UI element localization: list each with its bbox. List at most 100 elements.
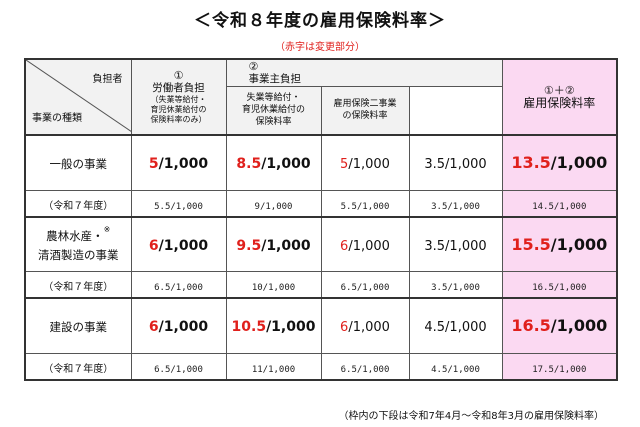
category-cell: 農林水産・※ 清酒製造の事業 [24,215,132,272]
employer-rate-changed: 8.5 [236,156,262,173]
emp-sub1-rate: 5/1,000 [320,133,410,191]
prev-value: 9/1,000 [254,201,293,212]
prev-value: 6.5/1,000 [340,282,390,293]
total-rate: 16.5/1,000 [501,296,619,354]
employer-rate-unit: /1,000 [266,319,316,336]
corner-header: 負担者 事業の種類 [24,58,132,135]
prev-cell: 9/1,000 [225,190,322,217]
prev-cell: 5.5/1,000 [130,190,227,217]
worker-rate-unit: /1,000 [158,156,209,173]
subtitle: （赤字は変更部分） [275,42,365,53]
employer-rate-unit: /1,000 [261,237,311,254]
employer-header: ② 事業主負担 [225,58,503,87]
total-rate: 13.5/1,000 [501,133,619,191]
prev-label: （令和７年度） [43,200,114,212]
prev-value: 6.5/1,000 [154,364,203,375]
employer-sub2-header: 雇用保険二事業 の保険料率 [320,86,410,135]
prev-label-cell: （令和７年度） [24,190,132,217]
worker-label: 労働者負担 [152,81,205,94]
total-header: ①＋② 雇用保険料率 [501,58,619,135]
emp-sub1-changed: 6 [340,238,349,254]
prev-cell: 4.5/1,000 [408,353,503,381]
emp-sub2-value: 3.5/1,000 [424,238,487,254]
employer-rate-changed: 10.5 [231,319,267,336]
prev-label-cell: （令和７年度） [24,271,132,298]
total-num: ①＋② [543,83,575,97]
worker-rate: 5/1,000 [130,133,227,191]
prev-value: 14.5/1,000 [532,201,587,212]
worker-rate-changed: 5 [148,156,159,173]
emp-sub1-unit: /1,000 [348,320,390,336]
prev-cell: 5.5/1,000 [320,190,410,217]
prev-label-cell: （令和７年度） [24,353,132,381]
total-rate-changed: 16.5 [511,316,551,336]
worker-sub1: （失業等給付・ [150,94,207,104]
worker-rate-changed: 6 [148,319,159,336]
table-row-previous: （令和７年度） 6.5/1,000 11/1,000 6.5/1,000 4.5… [24,353,619,381]
emp-sub2-rate: 4.5/1,000 [408,296,503,354]
prev-value: 3.5/1,000 [431,201,480,212]
prev-cell: 3.5/1,000 [408,190,503,217]
emp-sub1-l2: 育児休業給付の [241,105,305,116]
prev-cell: 6.5/1,000 [130,353,227,381]
prev-value: 4.5/1,000 [431,364,480,375]
total-rate-unit: /1,000 [550,234,608,254]
prev-value: 6.5/1,000 [154,282,203,293]
diagonal-line [26,60,132,132]
employer-rate: 10.5/1,000 [225,296,322,354]
prev-cell: 16.5/1,000 [501,271,619,298]
worker-header: ① 労働者負担 （失業等給付・ 育児休業給付の 保険料率のみ） [130,58,227,135]
employer-rate: 9.5/1,000 [225,215,322,272]
prev-value: 6.5/1,000 [340,364,390,375]
prev-value: 17.5/1,000 [532,364,587,375]
category-label-line2: 清酒製造の事業 [38,248,119,263]
emp-sub2-value: 3.5/1,000 [424,157,487,173]
table-row: 農林水産・※ 清酒製造の事業 6/1,000 9.5/1,000 6/1,000… [24,215,619,272]
prev-cell: 10/1,000 [225,271,322,298]
employer-rate-changed: 9.5 [236,237,262,254]
prev-value: 16.5/1,000 [532,282,587,293]
worker-rate: 6/1,000 [130,296,227,354]
emp-sub1-rate: 6/1,000 [320,215,410,272]
category-label: 農林水産・ [46,229,104,244]
prev-value: 10/1,000 [251,282,296,293]
emp-sub2-l2: の保険料率 [342,111,388,122]
business-type-label: 事業の種類 [32,112,82,124]
total-rate-unit: /1,000 [550,153,608,173]
worker-sub3: 保険料率のみ） [150,114,207,124]
worker-rate: 6/1,000 [130,215,227,272]
prev-cell: 11/1,000 [225,353,322,381]
emp-sub1-l3: 保険料率 [255,117,292,128]
emp-sub1-l1: 失業等給付・ [246,93,301,104]
prev-cell: 6.5/1,000 [320,353,410,381]
footnote: （枠内の下段は令和7年4月～令和8年3月の雇用保険料率） [338,411,604,422]
worker-sub2: 育児休業給付の [150,104,207,114]
employer-sub1-header: 失業等給付・ 育児休業給付の 保険料率 [225,86,322,135]
employer-num: ② [248,60,259,73]
burden-label: 負担者 [92,74,123,85]
employer-rate: 8.5/1,000 [225,133,322,191]
employer-label: 事業主負担 [248,73,302,85]
prev-value: 3.5/1,000 [431,282,480,293]
worker-rate-unit: /1,000 [158,319,209,336]
table-row: 一般の事業 5/1,000 8.5/1,000 5/1,000 3.5/1,00… [24,133,619,191]
category-cell: 一般の事業 [24,133,132,191]
page-title: ＜令和８年度の雇用保険料率＞ [194,11,446,31]
table-row-previous: （令和７年度） 5.5/1,000 9/1,000 5.5/1,000 3.5/… [24,190,619,217]
prev-label: （令和７年度） [43,281,114,293]
emp-sub1-unit: /1,000 [348,238,390,254]
total-rate: 15.5/1,000 [501,215,619,272]
emp-sub1-changed: 5 [340,157,349,173]
prev-cell: 14.5/1,000 [501,190,619,217]
prev-value: 11/1,000 [251,364,296,375]
prev-value: 5.5/1,000 [340,201,390,212]
total-rate-unit: /1,000 [550,316,608,336]
emp-sub1-changed: 6 [340,320,349,336]
insurance-rate-table: 負担者 事業の種類 ① 労働者負担 （失業等給付・ 育児休業給付の 保険料率のみ… [24,58,619,381]
total-label: 雇用保険料率 [523,95,596,110]
emp-sub2-rate: 3.5/1,000 [408,215,503,272]
emp-sub2-rate: 3.5/1,000 [408,133,503,191]
worker-rate-unit: /1,000 [158,237,209,254]
prev-value: 5.5/1,000 [154,201,203,212]
category-note: ※ [103,225,111,235]
